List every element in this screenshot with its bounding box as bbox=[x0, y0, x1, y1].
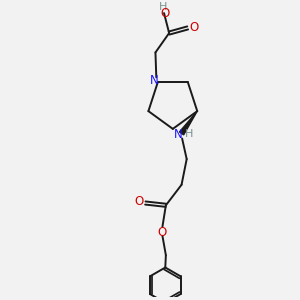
Text: N: N bbox=[150, 74, 159, 87]
Text: O: O bbox=[189, 21, 199, 34]
Text: O: O bbox=[134, 195, 144, 208]
Polygon shape bbox=[179, 111, 197, 135]
Text: H: H bbox=[185, 129, 194, 139]
Text: N: N bbox=[174, 128, 183, 141]
Text: H: H bbox=[159, 2, 168, 12]
Text: O: O bbox=[160, 7, 170, 20]
Text: O: O bbox=[157, 226, 167, 239]
